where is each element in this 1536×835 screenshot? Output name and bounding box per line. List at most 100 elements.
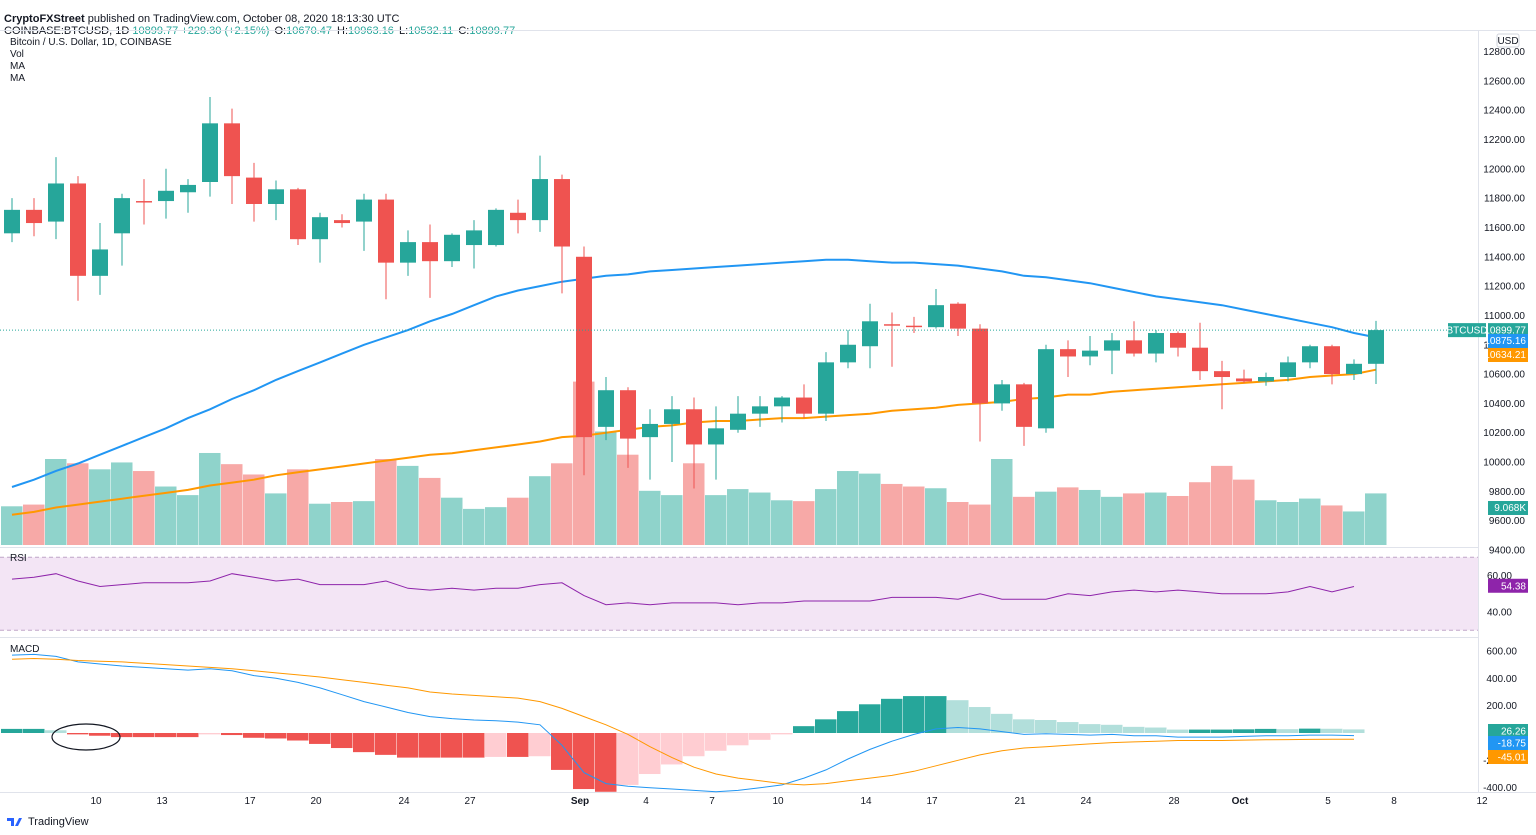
price-axis-border: [1478, 30, 1479, 792]
macd-label: MACD: [10, 644, 39, 655]
price-tick-label: 10200.00: [1483, 428, 1525, 439]
volume-bar: [507, 497, 529, 545]
candle-body: [444, 234, 460, 262]
time-tick-label: 27: [464, 796, 476, 807]
macd-tick-label: 200.00: [1486, 701, 1517, 712]
macd-value-tag: [1488, 750, 1528, 764]
candle-body: [906, 325, 922, 328]
candle-body: [1148, 333, 1164, 354]
volume-bar: [969, 504, 991, 545]
candle-body: [1280, 362, 1296, 378]
candle-body: [1324, 346, 1340, 375]
macd-histogram-bar: [881, 698, 903, 733]
volume-bar: [727, 489, 749, 545]
macd-histogram-bar: [133, 733, 155, 738]
candle-body: [752, 406, 768, 414]
candle-body: [730, 413, 746, 430]
volume-bar: [815, 489, 837, 545]
volume-bar: [947, 502, 969, 545]
price-tick-label: 10400.00: [1483, 399, 1525, 410]
symbol-tag-label: BTCUSD: [1446, 326, 1487, 337]
tradingview-brand: TradingView: [28, 816, 89, 828]
time-tick-label: 12: [1476, 796, 1488, 807]
macd-histogram-bar: [1211, 729, 1233, 733]
macd-histogram-bar: [903, 696, 925, 733]
volume-bar: [1057, 487, 1079, 545]
volume-bar: [1079, 489, 1101, 545]
candle-body: [576, 256, 592, 438]
ma-fast-tag: [1488, 348, 1528, 362]
candle-body: [158, 190, 174, 202]
price-tick-label: 11600.00: [1484, 223, 1525, 234]
volume-bar: [1123, 493, 1145, 545]
price-tick-label: 10600.00: [1483, 370, 1525, 381]
volume-bar: [1343, 511, 1365, 545]
price-tick-label: 11200.00: [1484, 282, 1525, 293]
volume-bar: [1233, 479, 1255, 545]
currency-label: USD: [1497, 36, 1518, 47]
candle-body: [290, 189, 306, 240]
candle-body: [224, 123, 240, 177]
volume-bar: [1013, 496, 1035, 545]
time-tick-label: 17: [926, 796, 938, 807]
time-tick-label: Oct: [1232, 796, 1249, 807]
candle-body: [334, 220, 350, 224]
candle-body: [950, 303, 966, 329]
macd-histogram-bar: [771, 733, 793, 735]
candle-body: [884, 324, 900, 326]
macd-histogram-bar: [551, 733, 573, 770]
macd-histogram-bar: [243, 733, 265, 738]
macd-histogram-bar: [1189, 729, 1211, 733]
time-tick-label: Sep: [571, 796, 589, 807]
volume-bar: [45, 459, 67, 545]
symbol-tag: [1448, 323, 1486, 338]
ma-slow-tag: [1488, 334, 1528, 348]
volume-bar: [617, 454, 639, 545]
volume-bar: [485, 507, 507, 545]
volume-bar: [1277, 502, 1299, 545]
macd-histogram-bar: [595, 733, 617, 792]
candle-body: [1038, 349, 1054, 429]
macd-histogram-bar: [1167, 729, 1189, 733]
volume-bar: [375, 459, 397, 545]
legend-ma2: MA: [10, 73, 25, 84]
candle-body: [466, 230, 482, 246]
candle-body: [510, 212, 526, 221]
macd-histogram-bar: [639, 733, 661, 775]
time-tick-label: 4: [643, 796, 649, 807]
candle-body: [862, 321, 878, 347]
candle-body: [180, 184, 196, 193]
candle-body: [708, 428, 724, 445]
time-tick-label: 10: [90, 796, 102, 807]
macd-line: [11, 653, 1355, 793]
candle-body: [818, 362, 834, 414]
macd-histogram-bar: [683, 733, 705, 757]
candle-body: [1060, 349, 1076, 357]
macd-histogram-bar: [485, 733, 507, 757]
macd-histogram-bar: [265, 733, 287, 739]
tradingview-footer[interactable]: TradingView: [6, 816, 89, 828]
macd-histogram-bar: [221, 733, 243, 736]
macd-histogram-bar: [1145, 727, 1167, 733]
macd-histogram-bar: [353, 733, 375, 753]
candle-body: [26, 209, 42, 224]
price-tick-label: 9600.00: [1489, 516, 1526, 527]
candle-body: [1346, 363, 1362, 375]
price-tick-label: 12000.00: [1483, 164, 1525, 175]
time-axis-border: [0, 792, 1536, 793]
candle-body: [378, 199, 394, 263]
rsi-tag: [1488, 578, 1528, 593]
price-tick-label: 11400.00: [1484, 252, 1525, 263]
macd-histogram-bar: [859, 704, 881, 733]
publisher-name[interactable]: CryptoFXStreet: [4, 13, 85, 25]
volume-bar: [441, 497, 463, 545]
volume-tag: [1488, 501, 1528, 515]
macd-histogram-bar: [331, 733, 353, 749]
macd-histogram-bar: [397, 733, 419, 758]
volume-bar: [639, 490, 661, 545]
publisher-line: CryptoFXStreet published on TradingView.…: [4, 13, 399, 25]
volume-bar: [1035, 491, 1057, 545]
candle-body: [1214, 371, 1230, 378]
volume-bar: [199, 452, 221, 545]
